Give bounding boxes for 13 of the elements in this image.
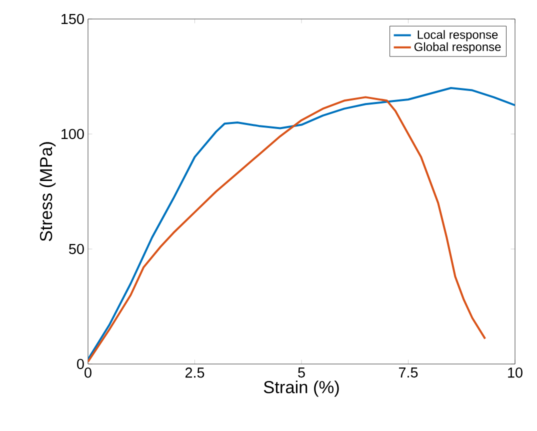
x-tick-label: 0	[84, 368, 92, 378]
y-tick-label: 150	[62, 14, 84, 24]
y-tick-label: 50	[69, 244, 84, 254]
legend-label: Local response	[418, 30, 498, 42]
x-tick-label: 10	[508, 368, 522, 378]
x-tick-label: 7.5	[398, 368, 418, 378]
y-axis-title: Stress (MPa)	[39, 142, 56, 242]
x-tick-label: 5	[298, 368, 305, 378]
legend-label: Global response	[414, 42, 501, 54]
x-axis-title: Strain (%)	[264, 380, 339, 397]
x-tick-label: 2.5	[185, 368, 204, 378]
y-tick-label: 100	[62, 128, 84, 140]
y-tick-label: 0	[77, 358, 84, 370]
